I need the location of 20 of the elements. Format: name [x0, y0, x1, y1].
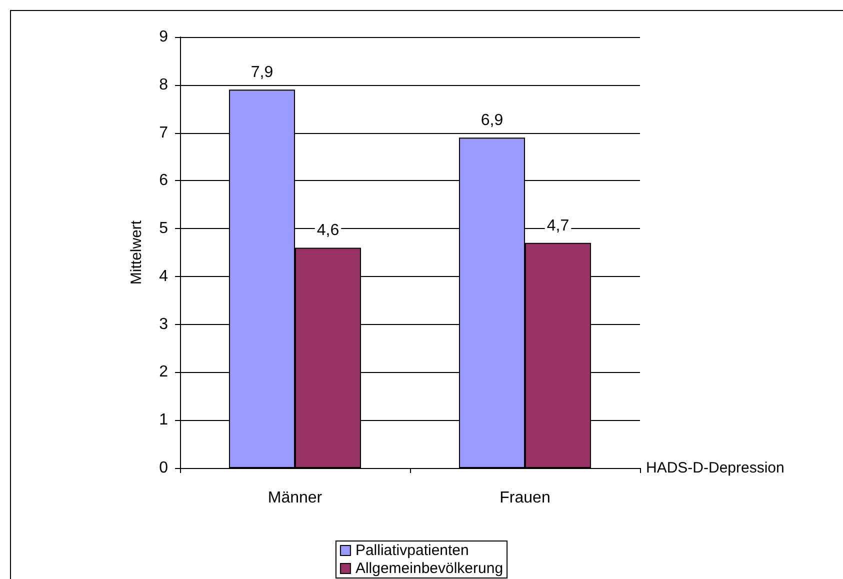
y-tick-label: 2: [159, 364, 168, 381]
x-tick-label: Frauen: [500, 490, 550, 506]
data-label: 7,9: [250, 64, 274, 82]
y-tick-label: 5: [159, 220, 168, 238]
y-tick-label: 3: [159, 316, 168, 333]
y-tick-label: 6: [159, 172, 168, 190]
x-axis-title: HADS-D-Depression: [646, 460, 784, 476]
y-tick-label: 0: [159, 460, 168, 476]
y-tick-label: 1: [159, 412, 168, 429]
y-tick-label: 8: [159, 76, 168, 94]
data-label: 6,9: [480, 112, 504, 130]
data-label: 4,6: [316, 222, 340, 240]
y-tick-label: 9: [159, 28, 168, 46]
x-tick-label: Männer: [268, 490, 323, 506]
legend-label: Allgemeinbevölkerung: [355, 560, 504, 577]
y-tick-label: 7: [159, 124, 168, 142]
legend-label: Palliativpatienten: [355, 542, 469, 559]
y-axis-title: Mittelwert: [128, 220, 145, 285]
data-label: 4,7: [546, 217, 570, 234]
y-tick-label: 4: [159, 268, 168, 285]
